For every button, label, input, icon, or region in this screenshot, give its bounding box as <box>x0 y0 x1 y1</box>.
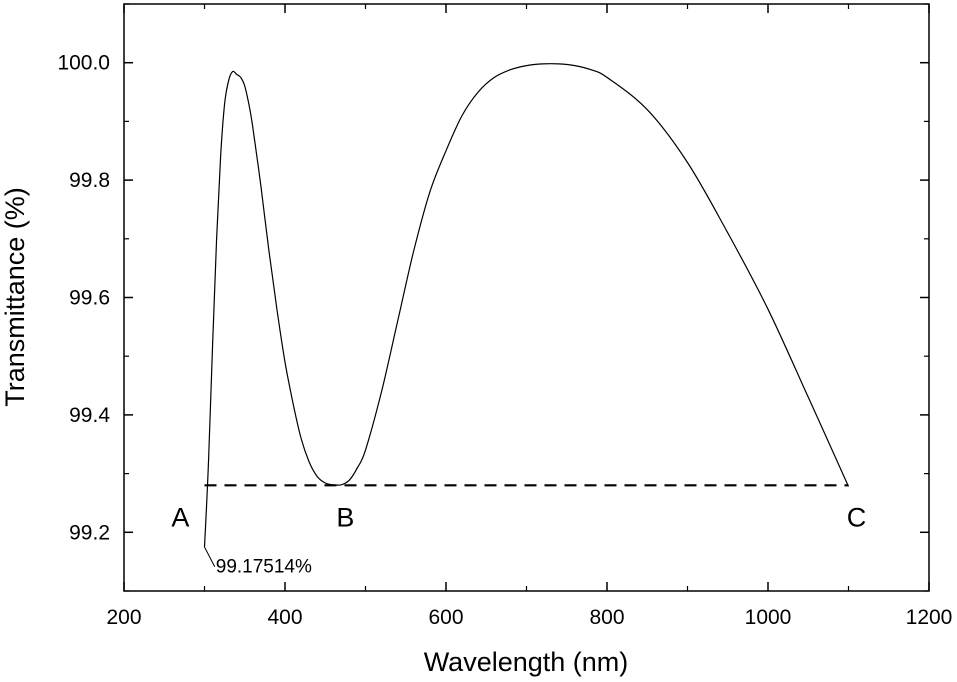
series-layer <box>203 63 850 548</box>
x-tick-label: 1000 <box>745 606 792 629</box>
x-tick-label: 200 <box>106 606 141 629</box>
min-value-annotation: 99.17514% <box>216 557 312 578</box>
x-tick-label: 400 <box>267 606 302 629</box>
x-tick-label: 800 <box>589 606 624 629</box>
plot-frame <box>123 3 930 592</box>
y-tick-label: 99.8 <box>69 169 110 192</box>
point-label-c: C <box>847 503 867 533</box>
y-tick-label: 99.6 <box>69 287 110 310</box>
point-label-b: B <box>336 503 354 533</box>
y-tick-labels: 99.2 99.4 99.6 99.8 100.0 <box>57 52 110 545</box>
x-axis-title: Wavelength (nm) <box>424 647 629 677</box>
y-tick-label: 100.0 <box>57 52 110 75</box>
x-tick-label: 600 <box>428 606 463 629</box>
y-tick-label: 99.4 <box>69 404 110 427</box>
axis-ticks <box>123 3 930 592</box>
y-axis-title: Transmittance (%) <box>0 187 30 407</box>
annotation-layer: A B C 99.17514% <box>171 503 866 578</box>
point-label-a: A <box>171 503 189 533</box>
transmittance-curve <box>203 63 850 548</box>
y-tick-label: 99.2 <box>69 521 110 544</box>
x-tick-label: 1200 <box>906 606 953 629</box>
x-tick-labels: 200 400 600 800 1000 1200 <box>106 606 952 629</box>
annotation-leader-line <box>204 546 216 567</box>
